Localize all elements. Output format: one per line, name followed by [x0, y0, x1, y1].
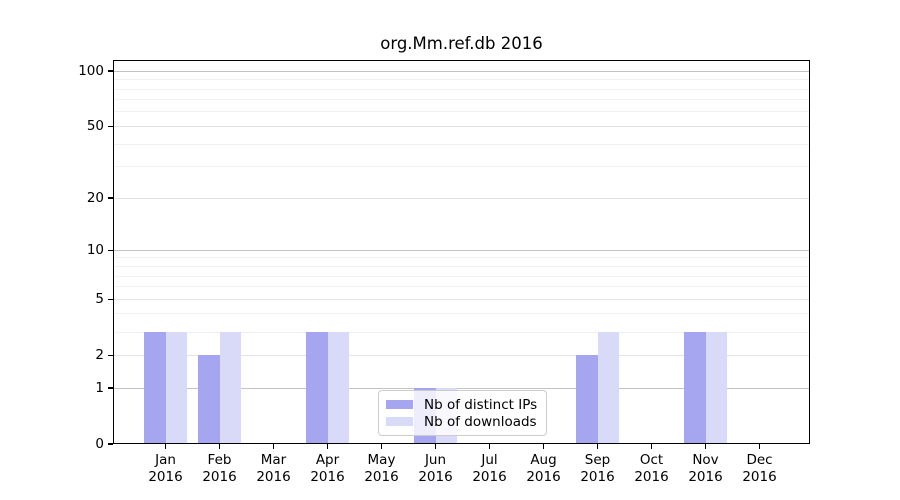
- x-tick-aug: [542, 444, 545, 449]
- chart-title: org.Mm.ref.db 2016: [380, 34, 543, 53]
- bar-distinct-ips-sep: [576, 355, 598, 444]
- x-tick-jan: [164, 444, 167, 449]
- x-tick-label-feb: Feb 2016: [202, 452, 237, 485]
- gridline-y-9: [113, 257, 810, 259]
- x-tick-oct: [650, 444, 653, 449]
- legend-label-downloads: Nb of downloads: [424, 413, 537, 430]
- gridline-y-2: [113, 354, 810, 356]
- x-tick-label-sep: Sep 2016: [580, 452, 615, 485]
- gridline-y-100: [113, 70, 810, 72]
- gridline-y-70: [113, 99, 810, 101]
- gridline-y-10: [113, 249, 810, 251]
- legend-swatch-distinct-ips: [386, 400, 413, 409]
- bar-distinct-ips-nov: [684, 332, 706, 444]
- y-tick-label-5: 5: [95, 291, 104, 308]
- gridline-y-1: [113, 387, 810, 389]
- legend-label-distinct-ips: Nb of distinct IPs: [424, 396, 538, 413]
- bar-downloads-feb: [219, 332, 241, 444]
- y-tick-label-20: 20: [86, 190, 104, 207]
- x-tick-nov: [704, 444, 707, 449]
- x-tick-sep: [596, 444, 599, 449]
- x-tick-may: [380, 444, 383, 449]
- legend: Nb of distinct IPs Nb of downloads: [378, 390, 548, 436]
- gridline-y-8: [113, 266, 810, 267]
- y-tick-2: [108, 354, 113, 356]
- bar-downloads-sep: [597, 332, 619, 444]
- gridline-y-90: [113, 79, 810, 81]
- y-tick-50: [108, 125, 113, 128]
- bar-downloads-jan: [165, 332, 187, 444]
- legend-swatch-downloads: [386, 417, 413, 426]
- gridline-y-6: [113, 286, 810, 288]
- bar-distinct-ips-feb: [198, 355, 220, 444]
- y-tick-label-1: 1: [95, 380, 104, 396]
- x-tick-label-apr: Apr 2016: [310, 452, 345, 485]
- x-tick-label-dec: Dec 2016: [742, 452, 777, 485]
- x-tick-label-oct: Oct 2016: [634, 452, 669, 485]
- y-tick-label-0: 0: [95, 436, 104, 452]
- x-tick-label-mar: Mar 2016: [256, 452, 291, 485]
- gridline-y-3: [113, 331, 810, 333]
- y-tick-5: [108, 298, 113, 300]
- bar-distinct-ips-apr: [306, 332, 328, 444]
- legend-item-downloads: Nb of downloads: [386, 413, 537, 430]
- y-tick-label-100: 100: [78, 63, 104, 80]
- x-tick-label-jul: Jul 2016: [472, 452, 507, 485]
- x-tick-mar: [272, 444, 275, 449]
- legend-item-distinct-ips: Nb of distinct IPs: [386, 396, 537, 413]
- y-tick-label-2: 2: [95, 347, 104, 364]
- gridline-y-40: [113, 143, 810, 145]
- x-tick-jul: [488, 444, 491, 449]
- gridline-y-50: [113, 125, 810, 127]
- y-tick-10: [108, 249, 113, 251]
- x-tick-jun: [434, 444, 437, 449]
- bar-downloads-nov: [705, 332, 727, 444]
- plot-area: Nb of distinct IPs Nb of downloads: [113, 60, 810, 444]
- gridline-y-7: [113, 275, 810, 277]
- x-tick-dec: [758, 444, 761, 449]
- x-tick-label-jun: Jun 2016: [418, 452, 453, 485]
- x-tick-feb: [218, 444, 221, 449]
- y-tick-label-10: 10: [86, 242, 104, 259]
- bar-distinct-ips-jan: [144, 332, 166, 444]
- gridline-y-80: [113, 88, 810, 90]
- x-tick-apr: [326, 444, 329, 449]
- gridline-y-60: [113, 111, 810, 113]
- bar-downloads-apr: [327, 332, 349, 444]
- x-tick-label-aug: Aug 2016: [526, 452, 561, 485]
- gridline-y-4: [113, 313, 810, 315]
- gridline-y-5: [113, 298, 810, 300]
- x-tick-label-nov: Nov 2016: [688, 452, 723, 485]
- y-tick-20: [108, 197, 113, 199]
- x-tick-label-may: May 2016: [364, 452, 399, 485]
- y-tick-label-50: 50: [86, 118, 104, 135]
- y-tick-100: [108, 70, 113, 72]
- y-tick-0: [108, 443, 113, 445]
- gridline-y-20: [113, 197, 810, 199]
- y-tick-1: [108, 387, 113, 389]
- gridline-y-30: [113, 166, 810, 168]
- x-tick-label-jan: Jan 2016: [148, 452, 183, 485]
